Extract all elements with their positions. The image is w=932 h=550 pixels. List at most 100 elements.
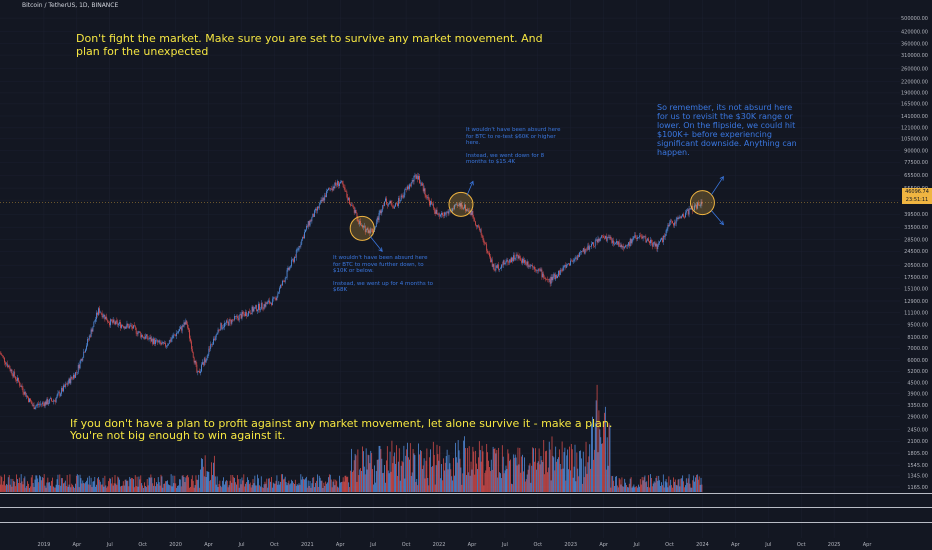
volume-bar <box>581 483 583 492</box>
candle-body <box>683 214 684 217</box>
candle-body <box>93 322 95 327</box>
volume-bar <box>607 465 609 492</box>
candle-body <box>609 236 611 238</box>
volume-bar <box>462 473 464 492</box>
volume-bar <box>400 465 402 492</box>
candle-body <box>329 188 331 189</box>
candle-body <box>409 184 410 189</box>
candle-body <box>42 402 44 404</box>
candle-body <box>293 259 294 262</box>
candle-body <box>406 189 407 190</box>
y-tick-label: 165000.00 <box>901 102 928 108</box>
volume-bar <box>659 480 661 492</box>
volume-bar <box>259 485 260 492</box>
candle-body <box>251 306 253 314</box>
volume-bar <box>649 487 650 492</box>
volume-bar <box>668 476 670 492</box>
volume-bar <box>352 470 354 492</box>
volume-bar <box>416 479 418 492</box>
candle-body <box>173 334 175 336</box>
volume-bar <box>605 469 607 492</box>
candle-body <box>442 212 443 216</box>
volume-bar <box>279 484 281 492</box>
volume-bar <box>46 482 48 492</box>
volume-bar <box>57 474 59 492</box>
candle-body <box>541 269 543 278</box>
volume-bar <box>688 474 690 492</box>
candle-body <box>125 327 127 329</box>
candle-body <box>138 331 140 333</box>
volume-bar <box>513 457 515 492</box>
pane-divider-3[interactable] <box>0 522 932 523</box>
candle-body <box>441 212 442 215</box>
candle-body <box>318 204 320 209</box>
volume-bar <box>328 477 329 492</box>
volume-bar <box>511 483 512 492</box>
volume-bar <box>271 487 273 492</box>
volume-bar <box>150 474 152 492</box>
volume-bar <box>537 461 539 492</box>
candle-body <box>53 400 55 402</box>
candle-body <box>444 212 446 215</box>
candle-body <box>432 203 434 208</box>
volume-bar <box>701 484 703 492</box>
volume-bar <box>621 477 623 492</box>
volume-bar <box>51 480 52 492</box>
candle-body <box>444 212 445 216</box>
x-tick-label: 2025 <box>828 542 841 548</box>
volume-bar <box>587 462 589 492</box>
volume-bar <box>143 487 144 492</box>
volume-bar <box>472 446 474 492</box>
volume-bar <box>541 460 543 492</box>
candle-body <box>497 264 499 268</box>
candle-body <box>628 242 630 247</box>
volume-bar <box>433 454 435 492</box>
volume-bar <box>80 478 82 492</box>
candle-body <box>514 257 516 260</box>
volume-bar <box>15 486 17 492</box>
candle-body <box>202 362 204 366</box>
candle-body <box>674 222 675 226</box>
candle-body <box>135 328 137 334</box>
candle-body <box>305 229 306 233</box>
volume-bar <box>49 482 51 492</box>
pane-divider-1[interactable] <box>0 493 932 494</box>
candle-body <box>698 205 700 206</box>
candle-body <box>662 235 664 243</box>
candle-body <box>5 362 6 365</box>
candle-body <box>462 207 464 209</box>
volume-bar <box>228 485 230 492</box>
candle-body <box>57 393 59 396</box>
time-axis[interactable]: 2019 Apr Jul Oct 2020 Apr Jul Oct 2021 Apr Jul Oct 2… <box>38 542 873 548</box>
volume-bar <box>20 474 22 492</box>
candle-body <box>344 187 346 192</box>
candle-body <box>193 357 195 363</box>
candle-body <box>587 245 589 250</box>
volume-bar <box>84 483 86 492</box>
volume-bar <box>387 470 389 492</box>
top-note: Don't fight the market. Make sure you ar… <box>76 32 543 58</box>
candle-body <box>84 351 85 353</box>
volume-bar <box>521 456 523 492</box>
volume-bar <box>217 487 219 492</box>
volume-bar <box>535 469 537 492</box>
volume-bar <box>505 465 507 492</box>
candle-body <box>570 260 572 262</box>
candle-body <box>288 267 290 270</box>
candle-body <box>498 264 499 270</box>
volume-bar <box>27 481 28 492</box>
volume-bar <box>397 461 399 492</box>
volume-bar <box>129 476 131 492</box>
price-axis[interactable]: 500000.00420000.00360000.00310000.002600… <box>901 16 928 491</box>
volume-bar <box>586 473 588 492</box>
candle-body <box>176 332 177 336</box>
pane-divider-2[interactable] <box>0 507 932 508</box>
volume-bar <box>154 478 155 492</box>
volume-bar <box>330 479 332 492</box>
candle-body <box>148 338 150 340</box>
volume-bar <box>700 477 702 492</box>
volume-bar <box>233 477 235 492</box>
candle-body <box>294 256 295 262</box>
candle-body <box>549 279 551 284</box>
